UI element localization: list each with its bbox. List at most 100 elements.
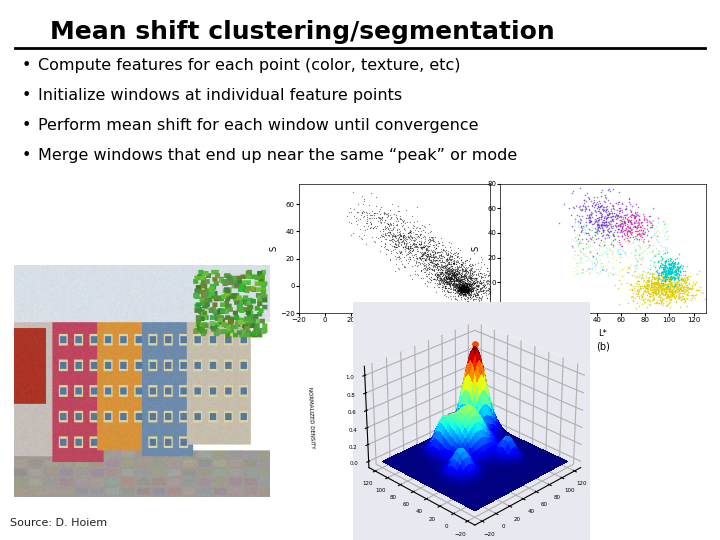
- Point: [450, 281, 462, 290]
- Point: [424, 249, 436, 258]
- Point: [678, 271, 689, 280]
- Point: [608, 243, 620, 252]
- Point: [657, 279, 668, 288]
- Point: [603, 231, 614, 239]
- Point: [689, 293, 701, 302]
- Point: [446, 265, 457, 274]
- Point: [642, 287, 653, 296]
- Point: [396, 238, 408, 246]
- Point: [660, 255, 671, 264]
- Point: [662, 247, 673, 256]
- Point: [460, 283, 472, 292]
- Point: [649, 289, 661, 298]
- Point: [656, 288, 667, 297]
- Point: [436, 275, 447, 284]
- Point: [657, 273, 669, 282]
- Point: [456, 284, 468, 292]
- Point: [598, 206, 609, 214]
- Point: [410, 261, 421, 269]
- Point: [459, 286, 470, 294]
- Point: [645, 279, 657, 288]
- Point: [419, 241, 431, 250]
- Point: [464, 285, 475, 293]
- Point: [418, 222, 430, 231]
- Point: [459, 267, 471, 275]
- Point: [446, 261, 457, 270]
- Point: [457, 266, 469, 275]
- Point: [603, 208, 615, 217]
- Point: [484, 278, 495, 286]
- Point: [575, 227, 587, 235]
- Point: [456, 289, 467, 298]
- Point: [455, 287, 467, 295]
- Point: [585, 217, 597, 225]
- Point: [420, 255, 431, 264]
- Point: [409, 240, 420, 248]
- Point: [618, 236, 630, 245]
- Point: [575, 237, 586, 246]
- Point: [432, 259, 444, 267]
- Point: [598, 218, 610, 226]
- Point: [671, 277, 683, 286]
- Point: [462, 284, 474, 292]
- Point: [461, 286, 472, 295]
- Point: [617, 222, 629, 231]
- Point: [613, 206, 625, 215]
- Point: [446, 279, 457, 288]
- Point: [662, 264, 674, 273]
- Point: [667, 256, 678, 265]
- Point: [614, 258, 626, 267]
- Point: [625, 211, 636, 219]
- Point: [657, 289, 669, 298]
- Point: [570, 222, 581, 231]
- Point: [465, 280, 477, 289]
- Point: [456, 286, 467, 295]
- Point: [436, 241, 448, 249]
- Point: [670, 255, 681, 264]
- Point: [660, 284, 671, 292]
- Point: [451, 269, 462, 278]
- Point: [454, 284, 466, 292]
- Point: [433, 282, 445, 291]
- Point: [636, 232, 647, 240]
- Point: [468, 279, 480, 288]
- Point: [432, 266, 444, 274]
- Point: [414, 242, 426, 251]
- Point: [456, 286, 468, 294]
- Point: [464, 270, 476, 279]
- Point: [439, 305, 451, 313]
- Point: [444, 268, 455, 276]
- Point: [475, 284, 487, 293]
- Point: [427, 251, 438, 259]
- Point: [463, 286, 474, 294]
- Point: [670, 292, 682, 300]
- Point: [438, 269, 449, 278]
- Point: [433, 251, 444, 260]
- Point: [677, 284, 688, 293]
- Point: [456, 266, 468, 275]
- Point: [456, 286, 467, 295]
- Point: [482, 271, 493, 280]
- Point: [436, 267, 448, 276]
- Point: [454, 285, 466, 293]
- Point: [615, 219, 626, 227]
- Point: [579, 207, 590, 215]
- Point: [663, 269, 675, 278]
- Point: [445, 251, 456, 260]
- Point: [402, 241, 414, 250]
- Point: [593, 202, 604, 211]
- Point: [443, 255, 454, 264]
- Point: [462, 278, 474, 286]
- Point: [587, 226, 598, 235]
- Point: [441, 265, 453, 273]
- Point: [654, 271, 666, 279]
- Point: [621, 233, 632, 242]
- Point: [455, 286, 467, 294]
- Point: [660, 273, 672, 281]
- Point: [625, 240, 636, 248]
- Point: [410, 235, 421, 244]
- Point: [415, 244, 426, 252]
- Point: [616, 216, 627, 225]
- Point: [457, 282, 469, 291]
- Point: [658, 286, 670, 294]
